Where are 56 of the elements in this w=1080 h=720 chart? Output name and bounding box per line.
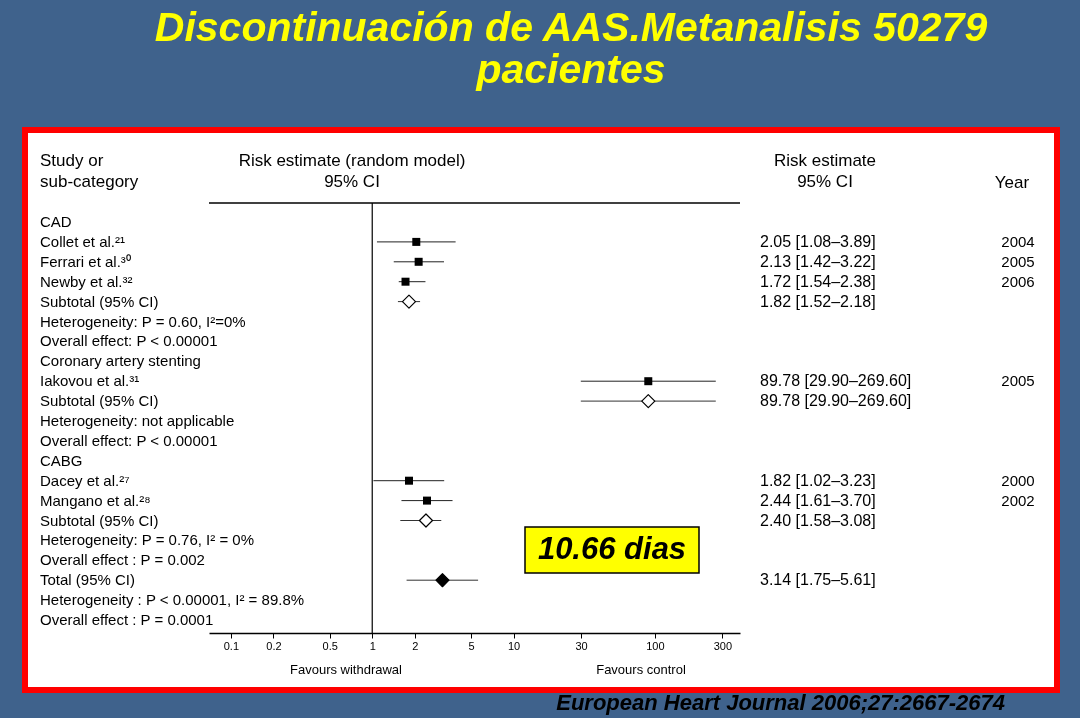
text: 2006 (1001, 272, 1035, 290)
y-tick-label: Heterogeneity : P < 0.00001, I² = 89.8% (40, 591, 305, 609)
text: European Heart Journal 2006;27:2667-2674 (556, 690, 1005, 715)
y-tick-label: CAD (40, 213, 72, 230)
y-tick-label: Overall effect : P = 0.002 (40, 551, 205, 569)
y2-tick-label: 1.82 [1.02–3.23] (760, 471, 876, 489)
y-tick-label: Total (95% CI) (40, 571, 136, 589)
y2-tick-label: 1.82 [1.52–2.18] (760, 292, 876, 310)
x-tick-label: 10 (507, 639, 521, 652)
x-tick-label: 0.2 (266, 639, 282, 652)
x-tick-label: 0.1 (223, 639, 240, 652)
text: 2004 (1001, 232, 1035, 250)
x-tick-label: 100 (646, 639, 665, 652)
text: Favours control (596, 662, 686, 677)
x-axis-title: Risk estimate (random model) 95% CI (238, 151, 466, 191)
y-tick-label: Heterogeneity: not applicable (40, 412, 235, 429)
x-tick-label: 2 (412, 639, 419, 652)
y2-tick-label: 3.14 [1.75–5.61] (760, 571, 876, 589)
y-tick-label: CABG (40, 451, 83, 469)
text: 2002 (1001, 491, 1035, 509)
y-tick-label: Heterogeneity: P = 0.76, I² = 0% (40, 531, 255, 549)
text: Favours withdrawal (290, 662, 403, 677)
x-tick-label: 30 (575, 639, 588, 652)
y-tick-label: Subtotal (95% CI) (40, 511, 159, 529)
y-tick-label: Overall effect : P = 0.0001 (40, 611, 214, 628)
text: 2000 (1001, 471, 1035, 489)
y2-tick-label: 2.13 [1.42–3.22] (760, 252, 876, 270)
y-tick-label: Coronary artery stenting (40, 352, 201, 370)
y-tick-label: Newby et al.³² (40, 272, 133, 290)
y-axis-title: Study or sub-category (40, 151, 139, 191)
y2-tick-label: 1.72 [1.54–2.38] (760, 272, 876, 290)
y-tick-label: Subtotal (95% CI) (40, 392, 159, 410)
y-tick-label: Ferrari et al.³⁰ (40, 252, 131, 270)
x-tick-label: 1 (369, 639, 376, 652)
y2-tick-label: 2.40 [1.58–3.08] (760, 511, 876, 529)
y-tick-label: Overall effect: P < 0.00001 (40, 332, 218, 350)
y2-tick-label: 89.78 [29.90–269.60] (760, 372, 912, 390)
y2-tick-label: 2.44 [1.61–3.70] (760, 491, 876, 509)
y-tick-label: Overall effect: P < 0.00001 (40, 431, 218, 449)
y-tick-label: Mangano et al.²⁸ (40, 491, 151, 509)
text: 2005 (1001, 372, 1035, 390)
x-tick-label: 300 (713, 639, 733, 652)
x-tick-label: 0.5 (322, 639, 338, 652)
y-tick-label: Collet et al.²¹ (40, 232, 126, 250)
y-tick-label: Dacey et al.²⁷ (40, 471, 130, 489)
y2-tick-label: 2.05 [1.08–3.89] (760, 232, 876, 250)
text: 2005 (1001, 252, 1035, 270)
annotation: 10.66 dias (537, 531, 687, 566)
text: Year (994, 173, 1030, 192)
text: Risk estimate 95% CI (773, 151, 877, 191)
chart-title: Discontinuación de AAS.Metanalisis 50279 pacientes (154, 4, 988, 92)
y2-tick-label: 89.78 [29.90–269.60] (760, 392, 912, 410)
y-tick-label: Heterogeneity: P = 0.60, I²=0% (40, 312, 246, 330)
x-tick-label: 5 (468, 639, 475, 652)
y-tick-label: Iakovou et al.³¹ (40, 372, 140, 390)
y-tick-label: Subtotal (95% CI) (40, 292, 159, 310)
